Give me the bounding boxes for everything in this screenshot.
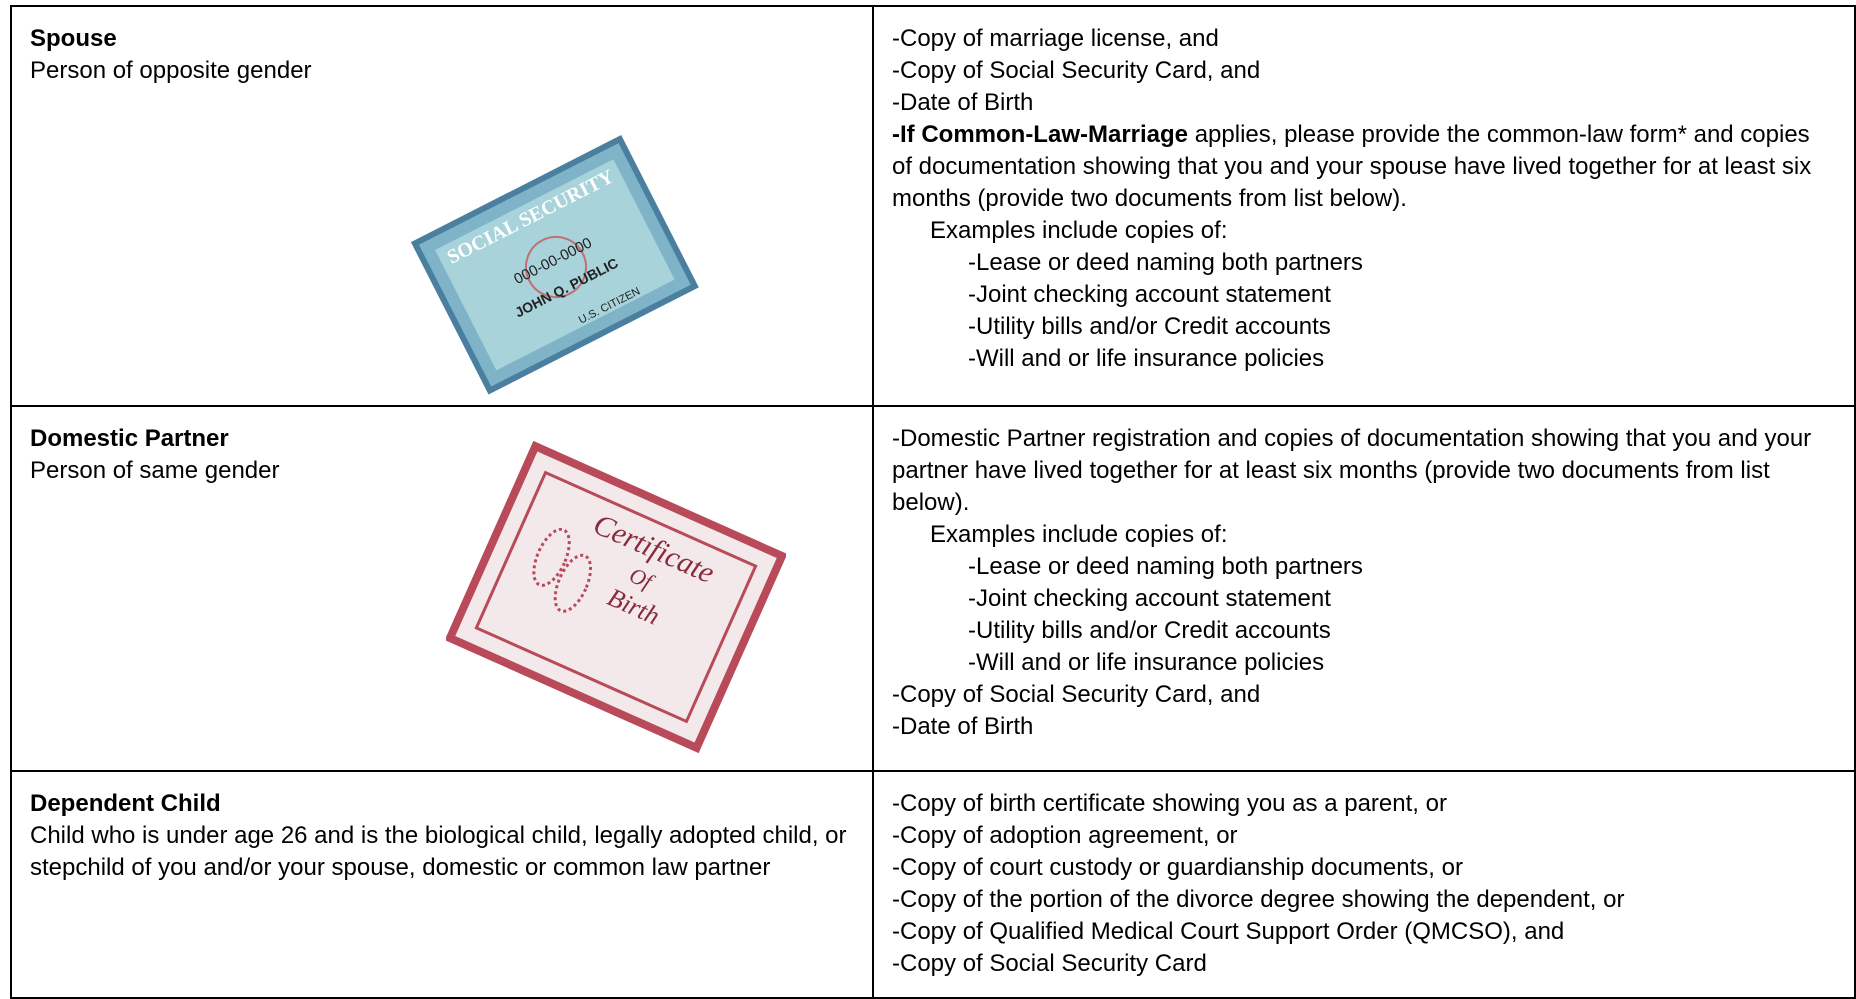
example-item: -Joint checking account statement — [968, 281, 1331, 308]
requirement: -Domestic Partner registration and copie… — [892, 425, 1812, 516]
label-cell: Dependent Child Child who is under age 26… — [10, 770, 874, 999]
requirement: -Copy of court custody or guardianship d… — [892, 854, 1463, 881]
document-table: Spouse Person of opposite gender SOCIAL SE… — [10, 5, 1856, 999]
image-shape — [435, 159, 675, 371]
examples-intro: Examples include copies of: — [930, 217, 1228, 244]
requirements-cell: -Copy of birth certificate showing you a… — [872, 770, 1856, 999]
table-row: Spouse Person of opposite gender SOCIAL SE… — [10, 5, 1856, 407]
requirement: -Copy of adoption agreement, or — [892, 822, 1238, 849]
label-cell: Spouse Person of opposite gender SOCIAL SE… — [10, 5, 874, 407]
example-item: -Will and or life insurance policies — [968, 345, 1325, 372]
requirement: -Copy of Social Security Card — [892, 950, 1207, 977]
image-shape — [446, 440, 786, 754]
requirement: -Copy of the portion of the divorce degr… — [892, 886, 1625, 913]
requirement: -Date of Birth — [892, 713, 1034, 740]
example-item: -Will and or life insurance policies — [968, 649, 1325, 676]
row-description: Child who is under age 26 and is the bio… — [30, 822, 847, 881]
note-bold: -If Common-Law-Marriage — [892, 121, 1189, 148]
requirement: -Copy of Social Security Card, and — [892, 681, 1261, 708]
requirement: -Copy of Qualified Medical Court Support… — [892, 918, 1565, 945]
row-description: Person of opposite gender — [30, 57, 312, 84]
example-item: -Utility bills and/or Credit accounts — [968, 313, 1331, 340]
requirement: -Copy of marriage license, and — [892, 25, 1219, 52]
row-label: Spouse — [30, 25, 117, 52]
table-row: Dependent Child Child who is under age 26… — [10, 770, 1856, 999]
row-label: Domestic Partner — [30, 425, 229, 452]
example-item: -Joint checking account statement — [968, 585, 1331, 612]
examples-intro: Examples include copies of: — [930, 521, 1228, 548]
row-label: Dependent Child — [30, 790, 221, 817]
image-shape — [474, 470, 758, 724]
table-row: Domestic Partner Person of same gender Cer… — [10, 405, 1856, 772]
example-item: -Lease or deed naming both partners — [968, 553, 1363, 580]
example-item: -Utility bills and/or Credit accounts — [968, 617, 1331, 644]
requirements-cell: -Domestic Partner registration and copie… — [872, 405, 1856, 772]
requirement: -Copy of Social Security Card, and — [892, 57, 1261, 84]
image-shape — [525, 236, 587, 298]
note-text: applies, please provide the common-law f… — [892, 121, 1812, 212]
requirement: -Date of Birth — [892, 89, 1034, 116]
requirement: -Copy of birth certificate showing you a… — [892, 790, 1447, 817]
requirements-cell: -Copy of marriage license, and -Copy of S… — [872, 5, 1856, 407]
note: -If Common-Law-Marriage applies, please … — [892, 119, 1836, 215]
row-description: Person of same gender — [30, 457, 280, 484]
example-item: -Lease or deed naming both partners — [968, 249, 1363, 276]
label-cell: Domestic Partner Person of same gender Cer… — [10, 405, 874, 772]
